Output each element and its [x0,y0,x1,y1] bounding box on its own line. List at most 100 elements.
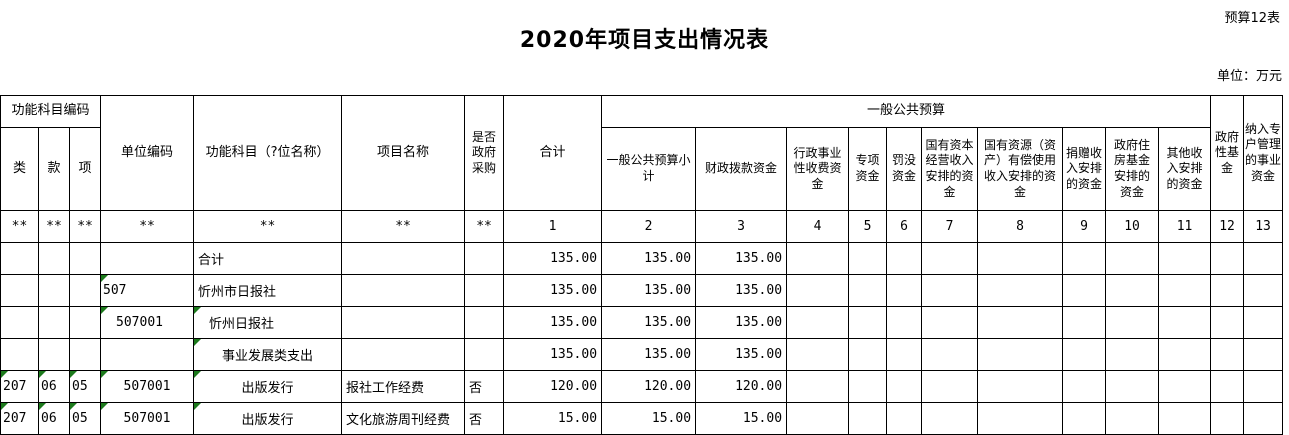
cell [1105,242,1160,275]
cell: 06 [38,402,70,435]
cell [921,402,979,435]
error-flag-triangle [101,307,109,314]
cell: ** [193,210,343,243]
cell [921,242,979,275]
header-total: 合计 [503,95,603,211]
header-general-budget-group: 一般公共预算 [601,95,1212,128]
cell: ** [68,210,102,243]
cell: ** [100,210,195,243]
cell: 207 [0,402,39,435]
header-gov-procurement: 是否政府采购 [464,95,505,211]
table-row: 合计 135.00 135.00 135.00 [0,242,1284,275]
cell [0,242,39,275]
cell: 否 [464,370,505,403]
cell: 135.00 [503,306,603,339]
cell [886,338,923,371]
cell [848,306,888,339]
cell [1105,402,1160,435]
cell [464,274,505,307]
header-class: 类 [0,127,39,211]
cell [886,274,923,307]
cell [1210,242,1245,275]
cell: 135.00 [601,274,697,307]
header-confiscated-funds: 罚没资金 [886,127,923,211]
cell: 10 [1105,210,1160,243]
cell: 2 [601,210,697,243]
cell [341,306,466,339]
cell [341,338,466,371]
cell: 135.00 [601,306,697,339]
table-row: 207 06 05 507001 出版发行 报社工作经费 否 120.00 12… [0,370,1284,403]
cell: 4 [786,210,850,243]
error-flag-triangle [39,403,46,410]
cell [921,274,979,307]
cell [38,274,70,307]
cell: 135.00 [695,274,788,307]
cell [848,370,888,403]
cell [68,242,102,275]
cell [848,338,888,371]
cell [464,242,505,275]
header-gov-fund: 政府性基金 [1210,95,1245,211]
cell: 1 [503,210,603,243]
cell [886,242,923,275]
cell: 否 [464,402,505,435]
cell [1062,370,1107,403]
unit-note: 单位：万元 [1216,69,1282,84]
cell [921,370,979,403]
header-row-sub: 类 款 项 一般公共预算小计 财政拨款资金 行政事业性收费资金 专项资金 罚没资… [0,127,1283,211]
cell [1243,242,1284,275]
cell [1062,402,1107,435]
cell [1158,242,1212,275]
cell: 135.00 [695,338,788,371]
cell [977,274,1064,307]
cell [464,338,505,371]
cell: 120.00 [503,370,603,403]
cell: 507 [100,274,195,307]
cell: 12 [1210,210,1245,243]
cell: 15.00 [503,402,603,435]
cell [1243,306,1284,339]
cell: 事业发展类支出 [193,338,343,371]
cell: 8 [977,210,1064,243]
cell [68,274,102,307]
cell [1210,306,1245,339]
cell [1158,370,1212,403]
table-row: 507001 忻州日报社 135.00 135.00 135.00 [0,306,1284,339]
cell: ** [341,210,466,243]
table-row: 507 忻州市日报社 135.00 135.00 135.00 [0,274,1284,307]
header-housing-fund: 政府住房基金安排的资金 [1105,127,1160,211]
cell [848,274,888,307]
header-special-account-fund: 纳入专户管理的事业资金 [1243,95,1284,211]
cell [977,402,1064,435]
cell [1158,402,1212,435]
cell [1105,338,1160,371]
cell [0,338,39,371]
error-flag-triangle [194,307,202,314]
cell: 507001 [100,306,195,339]
column-index-row: ** ** ** ** ** ** ** 1 2 3 4 5 6 7 8 9 1… [0,210,1284,243]
cell [464,306,505,339]
header-admin-fee-funds: 行政事业性收费资金 [786,127,850,211]
cell: 06 [38,370,70,403]
cell: ** [0,210,39,243]
cell: 135.00 [601,338,697,371]
header-general-budget-subtotal: 一般公共预算小计 [601,127,697,211]
header-item: 项 [68,127,102,211]
cell [38,242,70,275]
cell [1062,306,1107,339]
header-special-funds: 专项资金 [848,127,888,211]
cell: 135.00 [503,338,603,371]
cell [1105,306,1160,339]
cell: 120.00 [695,370,788,403]
cell: 7 [921,210,979,243]
budget-table: 功能科目编码 单位编码 功能科目（?位名称） 项目名称 是否政府采购 合计 一般… [0,95,1284,435]
cell: 出版发行 [193,402,343,435]
error-flag-triangle [194,403,202,410]
cell [977,338,1064,371]
cell [0,306,39,339]
header-other-income-funds: 其他收入安排的资金 [1158,127,1212,211]
cell: 135.00 [503,274,603,307]
header-func-subject: 功能科目（?位名称） [193,95,343,211]
cell [1062,274,1107,307]
